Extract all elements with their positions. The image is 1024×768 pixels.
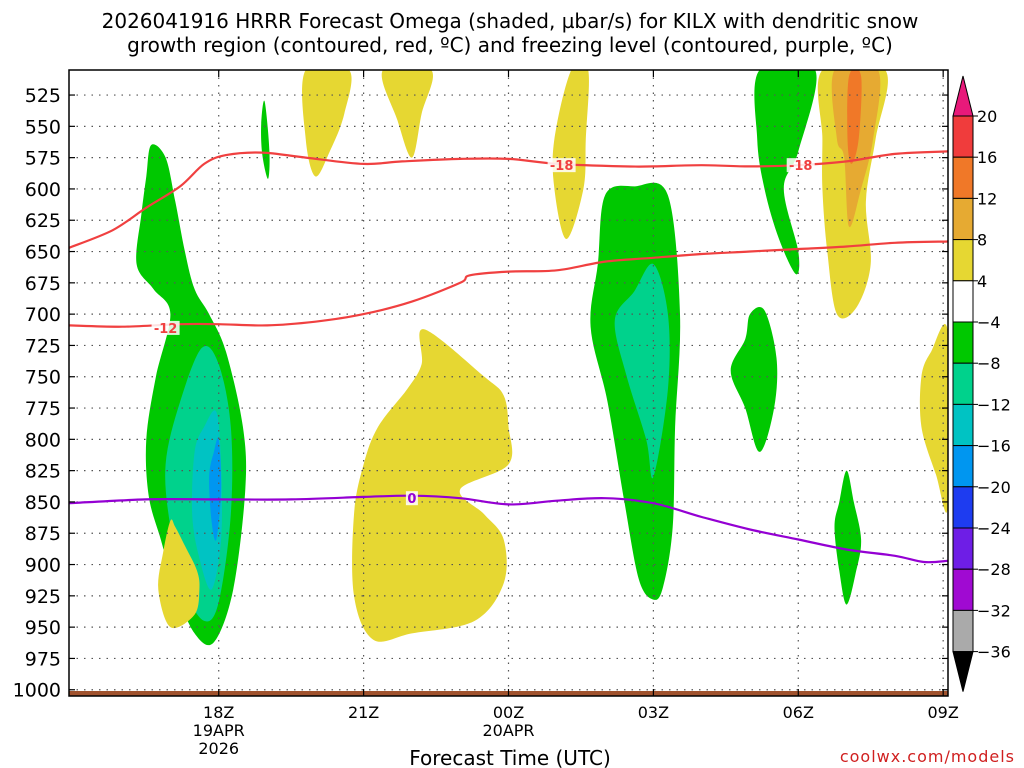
omega-region-11 [302, 70, 352, 177]
y-tick-label: 850 [25, 492, 61, 514]
y-tick-label: 775 [25, 398, 61, 420]
colorbar-label: −4 [977, 313, 1001, 332]
contour-label: -18 [789, 159, 813, 174]
omega-region-10 [158, 519, 200, 629]
contour-line-2 [69, 494, 948, 564]
contour-label: 0 [407, 492, 416, 507]
colorbar-bin [952, 156, 974, 199]
omega-region-16 [919, 324, 948, 513]
colorbar-bin [952, 239, 974, 282]
y-tick-label: 950 [25, 617, 61, 639]
y-tick-label: 750 [25, 367, 61, 389]
contour-label: -12 [154, 322, 178, 337]
y-tick-label: 600 [25, 179, 61, 201]
colorbar-label: −12 [977, 395, 1011, 414]
colorbar: 20 16 12 8 4 −4 −8 −12 −16 −20 −24 −28 −32 −36 [952, 75, 1011, 692]
contour-label-bg [405, 491, 418, 506]
credit-text: coolwx.com/models [840, 747, 1015, 766]
y-tick-label: 625 [25, 210, 61, 232]
colorbar-bin [952, 486, 974, 529]
chart-title-line2: growth region (contoured, red, ºC) and f… [127, 33, 893, 57]
y-tick-label: 675 [25, 273, 61, 295]
x-tick-date-label: 19APR [193, 721, 245, 740]
colorbar-bin [952, 280, 974, 323]
colorbar-label: −24 [977, 519, 1011, 538]
colorbar-bin [952, 403, 974, 447]
x-tick-label: 21Z [348, 703, 379, 722]
x-tick-year-label: 2026 [198, 739, 239, 758]
y-axis: 525 550 575 600 625 650 675 700 725 750 775 800 825 8… [13, 85, 948, 702]
colorbar-label: −16 [977, 437, 1011, 456]
colorbar-bin [952, 609, 974, 653]
contour-labels: -18 -18 -12 0 [151, 158, 815, 507]
colorbar-label: −8 [977, 354, 1001, 373]
y-tick-label: 900 [25, 555, 61, 577]
colorbar-label: 20 [977, 107, 997, 126]
y-tick-label: 575 [25, 148, 61, 170]
omega-region-12 [381, 70, 433, 158]
y-tick-label: 700 [25, 304, 61, 326]
x-tick-label: 06Z [783, 703, 814, 722]
colorbar-bin [952, 197, 974, 241]
colorbar-label: 12 [977, 189, 997, 208]
colorbar-bin [952, 568, 974, 611]
y-tick-label: 825 [25, 461, 61, 483]
y-tick-label: 650 [25, 242, 61, 264]
omega-region-9 [209, 437, 222, 541]
colorbar-bin [952, 362, 974, 405]
x-tick-date-label: 20APR [482, 721, 534, 740]
y-tick-label: 525 [25, 85, 61, 107]
omega-region-3 [754, 70, 817, 275]
omega-region-5 [834, 470, 862, 605]
omega-region-4 [730, 307, 778, 452]
colorbar-arrow-down [952, 651, 974, 692]
x-tick-label: 09Z [928, 703, 959, 722]
colorbar-bin [952, 321, 974, 364]
omega-region-1 [261, 100, 270, 179]
colorbar-bin [952, 527, 974, 570]
y-tick-label: 725 [25, 335, 61, 357]
chart-title-line1: 2026041916 HRRR Forecast Omega (shaded, … [102, 9, 919, 33]
colorbar-label: 4 [977, 272, 987, 291]
colorbar-label: 8 [977, 231, 987, 250]
y-tick-label: 550 [25, 116, 61, 138]
omega-region-13 [352, 329, 513, 642]
x-tick-label: 00Z [493, 703, 524, 722]
contour-label-bg [786, 158, 815, 173]
colorbar-bin [952, 445, 974, 488]
omega-shading [136, 70, 948, 646]
colorbar-label: −28 [977, 560, 1011, 579]
contour-label: -18 [550, 159, 574, 174]
x-axis-label: Forecast Time (UTC) [409, 746, 611, 768]
x-tick-label: 03Z [638, 703, 669, 722]
y-tick-label: 1000 [13, 680, 61, 702]
temperature-contours [69, 150, 948, 564]
contour-label-bg [547, 158, 576, 173]
contour-label-bg [151, 320, 180, 335]
contour-line-1 [69, 240, 948, 328]
y-tick-label: 925 [25, 586, 61, 608]
colorbar-label: −20 [977, 478, 1011, 497]
omega-region-18 [847, 70, 862, 164]
colorbar-label: −32 [977, 601, 1011, 620]
colorbar-arrow-up [952, 75, 974, 117]
y-tick-label: 800 [25, 429, 61, 451]
contour-line-0 [69, 150, 948, 249]
colorbar-bin [952, 115, 974, 158]
omega-region-14 [552, 70, 589, 239]
y-tick-label: 975 [25, 648, 61, 670]
y-tick-label: 875 [25, 523, 61, 545]
colorbar-label: 16 [977, 148, 997, 167]
omega-region-7 [614, 263, 670, 479]
colorbar-label: −36 [977, 643, 1011, 662]
x-tick-label: 18Z [203, 703, 234, 722]
